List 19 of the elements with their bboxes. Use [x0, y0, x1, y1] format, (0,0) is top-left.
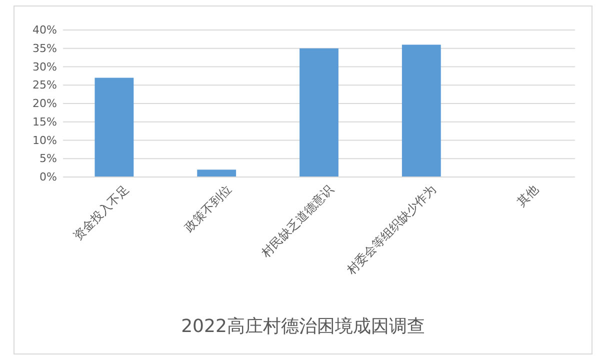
bar [300, 48, 338, 177]
y-tick-label: 10% [32, 134, 57, 147]
x-tick-label: 政策不到位 [182, 182, 234, 235]
y-tick-label: 0% [40, 170, 57, 184]
x-tick-label: 其他 [514, 182, 542, 210]
bar [94, 78, 134, 177]
x-tick-label: 资金投入不足 [70, 182, 132, 244]
x-tick-label: 村委会等组织缺少作为 [343, 182, 439, 278]
y-tick-label: 35% [32, 42, 57, 55]
bar [197, 170, 236, 177]
y-tick-label: 5% [40, 152, 57, 166]
text: 2022高庄村德治困境成因调查 [181, 316, 425, 337]
y-tick-label: 40% [32, 24, 57, 37]
x-tick-label: 村民缺乏道德意识 [258, 182, 336, 261]
y-tick-label: 15% [32, 115, 57, 128]
y-tick-label: 20% [32, 97, 57, 110]
y-tick-label: 25% [32, 78, 57, 92]
bar [402, 44, 441, 177]
y-tick-label: 30% [32, 60, 57, 74]
